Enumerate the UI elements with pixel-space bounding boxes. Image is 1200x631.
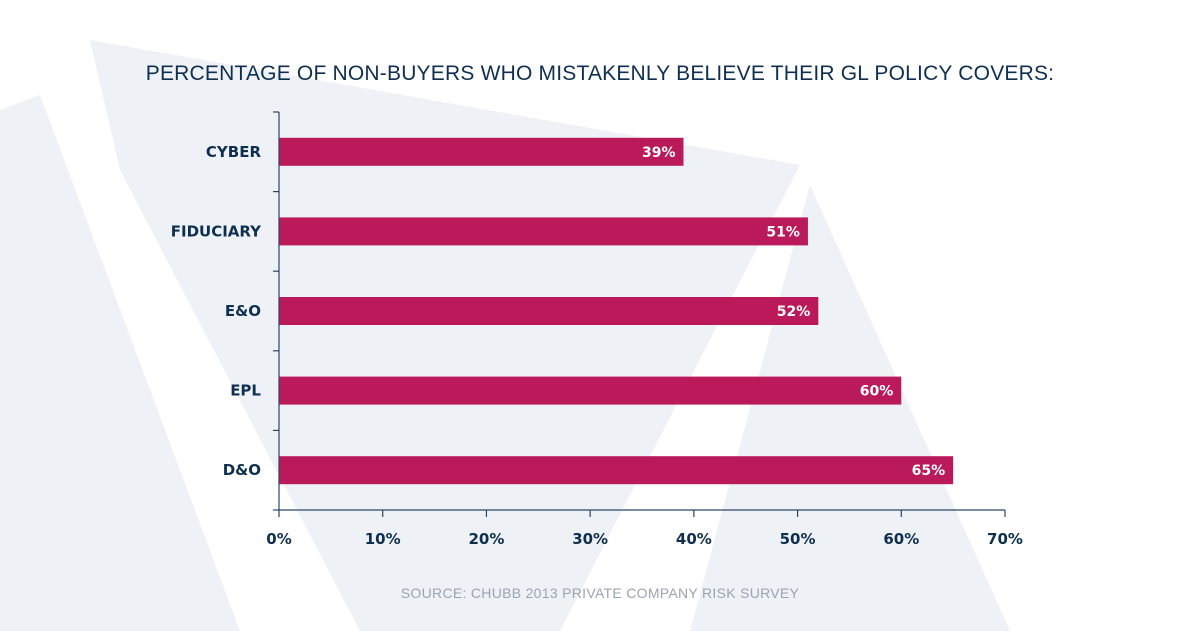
x-tick-label-30: 30%	[572, 530, 608, 548]
bar-cyber	[279, 137, 684, 166]
category-label-cyber: CYBER	[206, 143, 262, 161]
bar-epl	[279, 376, 902, 405]
bar-e-o	[279, 297, 819, 325]
x-tick-label-70: 70%	[987, 530, 1023, 548]
source-note: SOURCE: CHUBB 2013 PRIVATE COMPANY RISK …	[401, 585, 800, 601]
axis-layer: CYBER FIDUCIARY E&O EPL D&O 0% 10% 20% 30% 40% 50%…	[171, 111, 1023, 548]
x-tick-label-60: 60%	[883, 530, 919, 548]
value-label-epl: 60%	[860, 384, 894, 400]
x-tick-label-0: 0%	[266, 530, 291, 548]
category-label-e-o: E&O	[225, 302, 261, 320]
category-label-epl: EPL	[230, 382, 261, 400]
value-label-e-o: 52%	[777, 304, 811, 320]
x-tick-label-40: 40%	[676, 530, 712, 548]
value-label-fiduciary: 51%	[766, 224, 800, 240]
category-label-fiduciary: FIDUCIARY	[171, 222, 262, 240]
x-tick-label-10: 10%	[365, 530, 401, 548]
background-shape-left	[0, 95, 240, 631]
bars-layer: 39% 51% 52% 60% 65%	[279, 137, 954, 485]
chart-title: PERCENTAGE OF NON-BUYERS WHO MISTAKENLY …	[146, 62, 1054, 85]
value-label-d-o: 65%	[912, 463, 946, 479]
x-tick-label-50: 50%	[780, 530, 816, 548]
x-tick-label-20: 20%	[468, 530, 504, 548]
category-label-d-o: D&O	[223, 461, 261, 479]
value-label-cyber: 39%	[642, 145, 676, 161]
bar-fiduciary	[279, 217, 808, 246]
bar-d-o	[279, 456, 954, 485]
background-shape-right	[690, 185, 1010, 631]
